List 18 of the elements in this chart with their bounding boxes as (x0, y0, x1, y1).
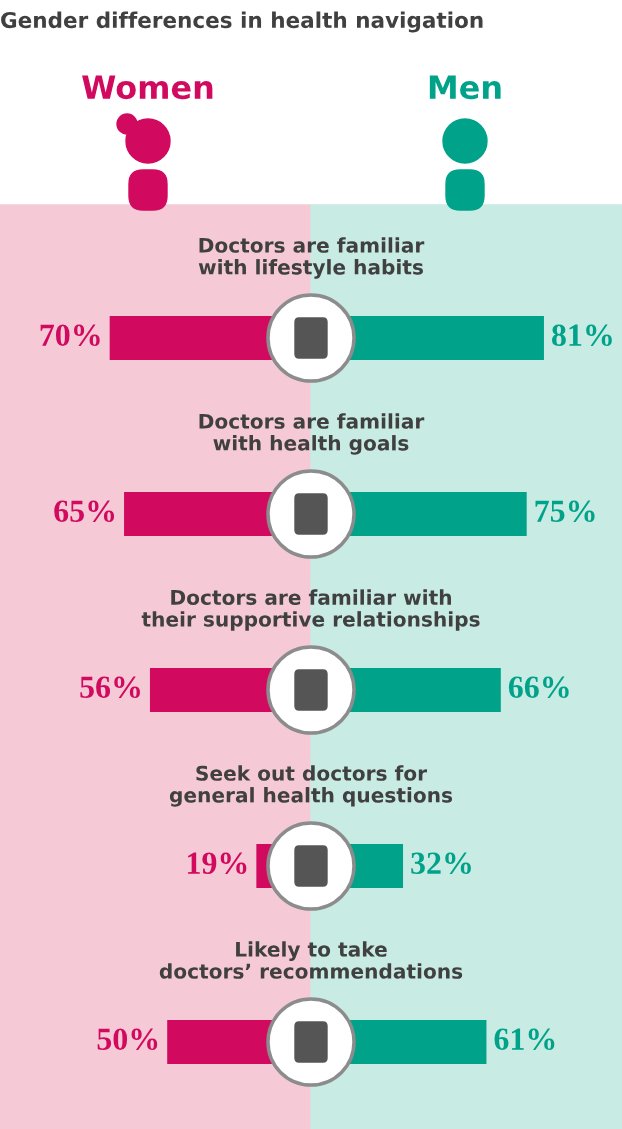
data-label: 65% (54, 500, 115, 523)
data-label: 81% (552, 324, 612, 347)
y-tick-label: Doctors are familiar with health goals (199, 413, 425, 455)
data-label: 70% (40, 324, 100, 347)
data-label: 61% (494, 1028, 555, 1051)
chart-title: Gender differences in health navigation (1, 11, 483, 33)
text: Men (429, 75, 501, 100)
text: Women (82, 75, 213, 100)
data-label: 56% (80, 676, 140, 699)
data-label: 75% (535, 500, 595, 523)
y-tick-label: Seek out doctors for general health questions (169, 765, 453, 807)
data-label: 50% (97, 1028, 158, 1051)
data-label: 32% (411, 852, 471, 875)
y-tick-label: Likely to take doctors’ recommendations (159, 941, 463, 979)
data-label: 66% (508, 676, 569, 699)
y-tick-label: Doctors are familiar with their supportive relationships (141, 589, 480, 631)
y-tick-label: Doctors are familiar with lifestyle habits (198, 237, 425, 279)
data-label: 19% (188, 852, 247, 875)
